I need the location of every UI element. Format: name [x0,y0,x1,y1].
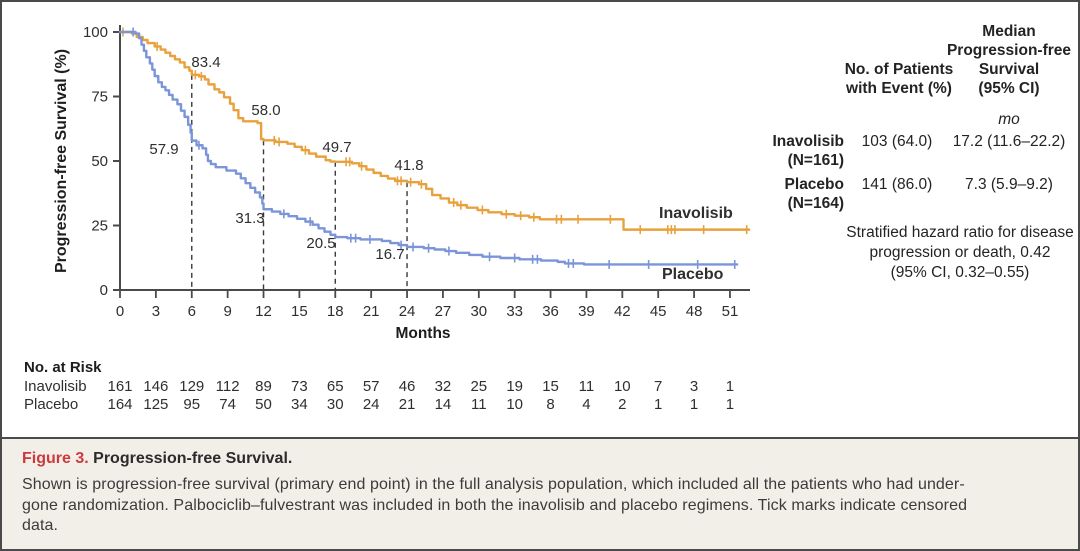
risk-count: 19 [506,378,523,395]
y-tick-label: 25 [91,218,108,235]
risk-count: 161 [107,378,132,395]
risk-count: 129 [179,378,204,395]
risk-count: 14 [435,396,452,413]
events-column-header: No. of Patients with Event (%) [844,61,954,97]
x-tick-label: 9 [223,303,231,320]
risk-count: 50 [255,396,272,413]
km-chart-area: 0 25 50 75 100 0 3 6 9 12 15 18 21 24 27 30 33 36 39 42 45 48… [2,2,762,437]
x-tick-label: 0 [116,303,124,320]
y-tick-label: 100 [83,24,108,41]
x-tick-label: 6 [188,303,196,320]
risk-count: 7 [654,378,662,395]
caption-title: Figure 3. Progression-free Survival. [22,450,1058,468]
caption-body: Shown is progression-free survival (prim… [22,476,968,534]
risk-count: 15 [542,378,559,395]
placebo-median-value: 7.3 (5.9–9.2) [965,176,1053,193]
y-tick-label: 0 [100,282,108,299]
risk-count: 10 [506,396,523,413]
placebo-landmark-label: 31.3 [235,210,264,227]
x-tick-label: 36 [542,303,559,320]
placebo-curve [118,30,739,266]
x-tick-label: 45 [650,303,667,320]
risk-count: 57 [363,378,380,395]
x-tick-label: 21 [363,303,380,320]
x-tick-label: 27 [435,303,452,320]
x-tick-label: 18 [327,303,344,320]
risk-count: 74 [219,396,236,413]
risk-table-title: No. at Risk [24,359,102,376]
median-column-header: Median Progression-free Survival (95% CI… [946,23,1072,97]
risk-count: 34 [291,396,308,413]
risk-count: 65 [327,378,344,395]
risk-count: 125 [143,396,168,413]
row-label-inavolisib: Inavolisib (N=161) [772,133,845,169]
hazard-ratio-note: Stratified hazard ratio for disease prog… [846,224,1074,281]
inavolisib-events-value: 103 (64.0) [861,133,933,150]
inavolisib-landmark-label: 41.8 [394,157,423,174]
x-tick-label: 30 [470,303,487,320]
caption-title-text: Progression-free Survival. [93,450,293,467]
inavolisib-median-value: 17.2 (11.6–22.2) [952,133,1066,150]
risk-count: 11 [471,396,487,413]
risk-count: 89 [255,378,272,395]
x-tick-label: 3 [152,303,160,320]
row-label-placebo: Placebo (N=164) [784,176,844,212]
x-tick-label: 12 [255,303,272,320]
x-tick-label: 48 [686,303,703,320]
x-tick-label: 39 [578,303,595,320]
risk-count: 11 [579,378,595,395]
risk-row-label-inavolisib: Inavolisib [24,378,87,395]
x-tick-label: 15 [291,303,308,320]
risk-row-label-placebo: Placebo [24,396,78,413]
risk-count: 1 [726,396,734,413]
risk-count: 4 [582,396,590,413]
risk-count: 8 [546,396,554,413]
y-axis-title: Progression-free Survival (%) [53,49,70,273]
risk-count: 30 [327,396,344,413]
risk-count: 1 [726,378,734,395]
inavolisib-landmark-label: 49.7 [322,139,351,156]
risk-count: 112 [216,378,240,395]
inavolisib-legend-label: Inavolisib [659,205,733,222]
figure-number-label: Figure 3. [22,450,89,467]
x-axis-title: Months [395,325,450,342]
placebo-events-value: 141 (86.0) [861,176,933,193]
inavolisib-landmark-label: 83.4 [191,54,220,71]
risk-count: 25 [470,378,487,395]
risk-count: 73 [291,378,308,395]
placebo-legend-label: Placebo [662,266,724,283]
risk-count: 164 [107,396,132,413]
risk-count: 32 [435,378,452,395]
placebo-landmark-label: 57.9 [149,141,178,158]
risk-count: 146 [143,378,168,395]
risk-count: 24 [363,396,380,413]
x-tick-label: 24 [399,303,416,320]
risk-count: 1 [654,396,662,413]
figure-caption: Figure 3. Progression-free Survival. Sho… [2,437,1078,549]
risk-count: 21 [399,396,416,413]
risk-count: 10 [614,378,631,395]
y-tick-label: 50 [91,153,108,170]
median-unit-label: mo [998,111,1020,128]
y-tick-label: 75 [91,89,108,106]
x-tick-label: 51 [722,303,739,320]
risk-count: 1 [690,396,698,413]
risk-count: 2 [618,396,626,413]
x-tick-label: 42 [614,303,631,320]
inavolisib-landmark-label: 58.0 [251,102,280,119]
risk-count: 95 [183,396,200,413]
placebo-landmark-label: 20.5 [306,235,335,252]
risk-count: 46 [399,378,416,395]
risk-count: 3 [690,378,698,395]
x-tick-label: 33 [506,303,523,320]
placebo-landmark-label: 16.7 [375,246,404,263]
